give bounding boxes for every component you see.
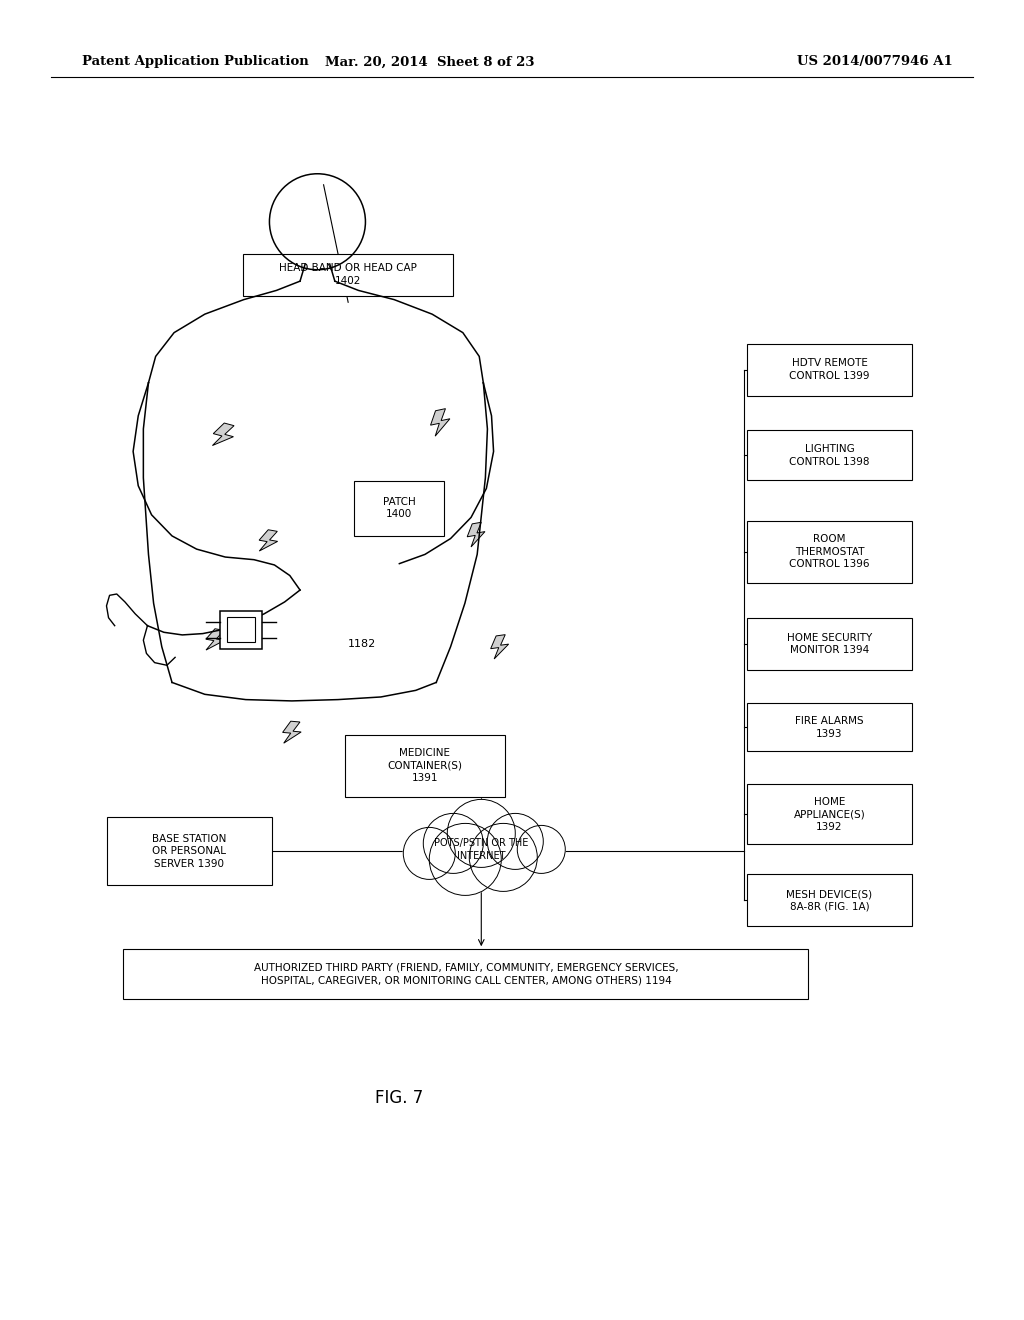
Circle shape [517, 825, 565, 874]
Text: HOME SECURITY
MONITOR 1394: HOME SECURITY MONITOR 1394 [786, 634, 872, 655]
FancyBboxPatch shape [746, 874, 912, 927]
Polygon shape [430, 409, 450, 436]
FancyBboxPatch shape [243, 253, 454, 296]
FancyBboxPatch shape [124, 949, 808, 999]
Polygon shape [490, 635, 509, 659]
FancyBboxPatch shape [746, 704, 912, 751]
Text: Patent Application Publication: Patent Application Publication [82, 55, 308, 69]
FancyBboxPatch shape [106, 817, 272, 886]
Circle shape [469, 824, 538, 891]
Text: AUTHORIZED THIRD PARTY (FRIEND, FAMILY, COMMUNITY, EMERGENCY SERVICES,
HOSPITAL,: AUTHORIZED THIRD PARTY (FRIEND, FAMILY, … [254, 964, 678, 985]
Text: HOME
APPLIANCE(S)
1392: HOME APPLIANCE(S) 1392 [794, 797, 865, 832]
FancyBboxPatch shape [746, 430, 912, 480]
Circle shape [487, 813, 544, 870]
Polygon shape [206, 628, 224, 649]
FancyBboxPatch shape [746, 784, 912, 845]
Text: BASE STATION
OR PERSONAL
SERVER 1390: BASE STATION OR PERSONAL SERVER 1390 [153, 834, 226, 869]
Circle shape [429, 824, 502, 895]
Text: HDTV REMOTE
CONTROL 1399: HDTV REMOTE CONTROL 1399 [790, 359, 869, 380]
Circle shape [423, 813, 483, 874]
Text: POTS/PSTN OR THE
INTERNET: POTS/PSTN OR THE INTERNET [434, 838, 528, 861]
FancyBboxPatch shape [345, 735, 505, 796]
Text: HEAD BAND OR HEAD CAP
1402: HEAD BAND OR HEAD CAP 1402 [280, 264, 417, 285]
Text: FIG. 7: FIG. 7 [375, 1089, 424, 1107]
Text: 1182: 1182 [348, 639, 377, 649]
FancyBboxPatch shape [746, 618, 912, 671]
Text: LIGHTING
CONTROL 1398: LIGHTING CONTROL 1398 [790, 445, 869, 466]
FancyBboxPatch shape [226, 618, 255, 642]
Polygon shape [467, 523, 485, 546]
Text: MEDICINE
CONTAINER(S)
1391: MEDICINE CONTAINER(S) 1391 [387, 748, 463, 783]
Polygon shape [212, 422, 234, 446]
Text: Mar. 20, 2014  Sheet 8 of 23: Mar. 20, 2014 Sheet 8 of 23 [326, 55, 535, 69]
FancyBboxPatch shape [746, 521, 912, 582]
Circle shape [447, 800, 515, 867]
Polygon shape [283, 721, 301, 743]
Text: PATCH
1400: PATCH 1400 [383, 498, 416, 519]
Text: US 2014/0077946 A1: US 2014/0077946 A1 [797, 55, 952, 69]
Text: ROOM
THERMOSTAT
CONTROL 1396: ROOM THERMOSTAT CONTROL 1396 [790, 535, 869, 569]
FancyBboxPatch shape [746, 343, 912, 396]
Circle shape [403, 828, 456, 879]
FancyBboxPatch shape [219, 611, 262, 648]
Polygon shape [259, 529, 278, 550]
Text: FIRE ALARMS
1393: FIRE ALARMS 1393 [795, 717, 864, 738]
FancyBboxPatch shape [354, 480, 444, 536]
Text: MESH DEVICE(S)
8A-8R (FIG. 1A): MESH DEVICE(S) 8A-8R (FIG. 1A) [786, 890, 872, 911]
